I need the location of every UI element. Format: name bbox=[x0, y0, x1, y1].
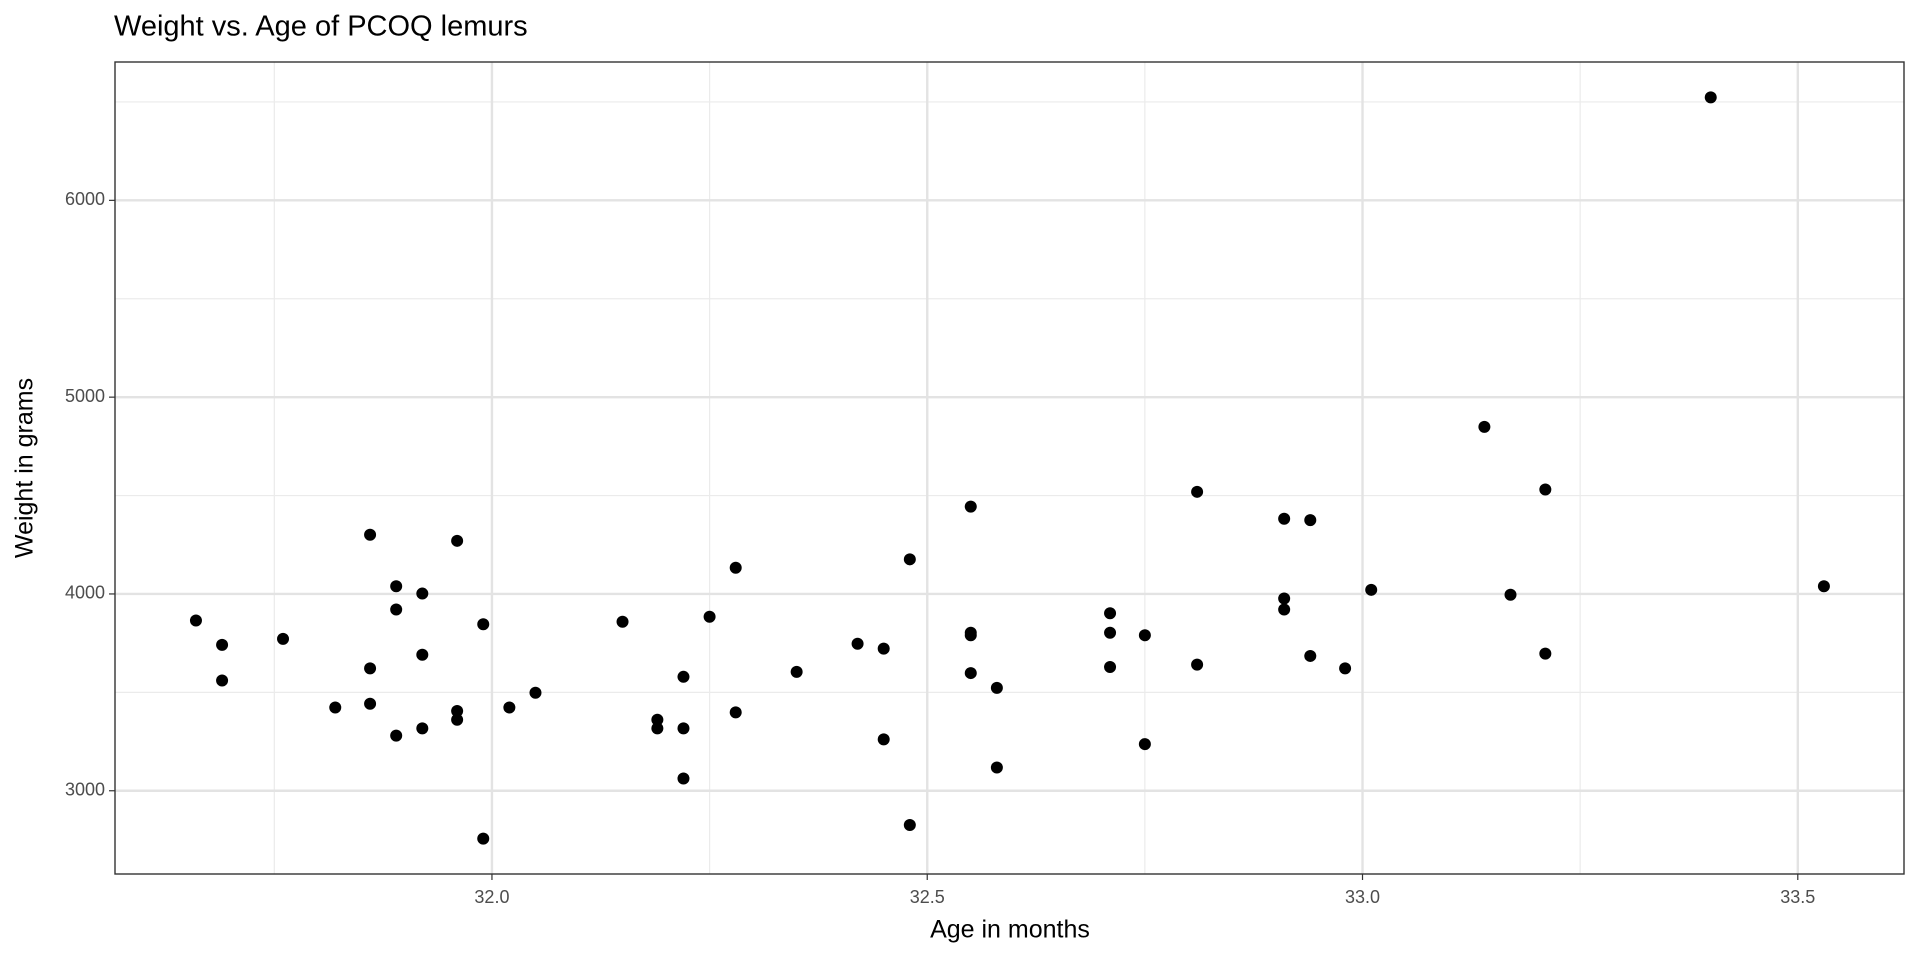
point bbox=[729, 706, 742, 719]
point bbox=[677, 670, 690, 683]
point bbox=[1191, 485, 1204, 498]
x-tick-label: 32.0 bbox=[474, 887, 509, 907]
point bbox=[851, 637, 864, 650]
point bbox=[451, 705, 464, 718]
point bbox=[651, 713, 664, 726]
chart-title: Weight vs. Age of PCOQ lemurs bbox=[114, 11, 528, 43]
point bbox=[1365, 583, 1378, 596]
point bbox=[903, 553, 916, 566]
x-tick-label: 33.0 bbox=[1345, 887, 1380, 907]
point bbox=[964, 500, 977, 513]
y-tick-label: 5000 bbox=[65, 386, 105, 406]
point bbox=[1278, 512, 1291, 525]
point bbox=[529, 686, 542, 699]
point bbox=[1304, 649, 1317, 662]
point bbox=[990, 681, 1003, 694]
point bbox=[990, 761, 1003, 774]
point bbox=[329, 701, 342, 714]
y-axis-title: Weight in grams bbox=[11, 378, 39, 558]
point bbox=[216, 638, 229, 651]
point bbox=[1138, 629, 1151, 642]
point bbox=[390, 580, 403, 593]
point bbox=[1191, 658, 1204, 671]
point bbox=[1278, 592, 1291, 605]
point bbox=[677, 722, 690, 735]
point bbox=[451, 713, 464, 726]
y-tick-label: 4000 bbox=[65, 583, 105, 603]
plot-border bbox=[114, 61, 1905, 875]
point bbox=[277, 632, 290, 645]
point bbox=[1304, 514, 1317, 527]
point bbox=[1478, 420, 1491, 433]
point bbox=[416, 648, 429, 661]
y-tick-label: 6000 bbox=[65, 189, 105, 209]
point bbox=[616, 615, 629, 628]
point bbox=[1104, 626, 1117, 639]
x-tick-label: 33.5 bbox=[1780, 887, 1815, 907]
point bbox=[503, 701, 516, 714]
point bbox=[1104, 660, 1117, 673]
point bbox=[1539, 483, 1552, 496]
point bbox=[964, 629, 977, 642]
point bbox=[790, 665, 803, 678]
point bbox=[877, 642, 890, 655]
point bbox=[703, 610, 716, 623]
point bbox=[964, 667, 977, 680]
point bbox=[729, 561, 742, 574]
point bbox=[1504, 588, 1517, 601]
point bbox=[477, 832, 490, 845]
point bbox=[1339, 662, 1352, 675]
point bbox=[451, 534, 464, 547]
x-tick-label: 32.5 bbox=[910, 887, 945, 907]
point bbox=[1278, 603, 1291, 616]
point bbox=[903, 818, 916, 831]
point bbox=[1138, 738, 1151, 751]
point bbox=[390, 729, 403, 742]
point bbox=[677, 772, 690, 785]
x-axis-title: Age in months bbox=[930, 916, 1090, 944]
point bbox=[390, 603, 403, 616]
point bbox=[1704, 91, 1717, 104]
point bbox=[651, 722, 664, 735]
point bbox=[364, 697, 377, 710]
point bbox=[1104, 607, 1117, 620]
point bbox=[877, 733, 890, 746]
point bbox=[189, 614, 202, 627]
point bbox=[216, 674, 229, 687]
point bbox=[364, 528, 377, 541]
point bbox=[1817, 580, 1830, 593]
point bbox=[364, 662, 377, 675]
point bbox=[416, 722, 429, 735]
point bbox=[1539, 647, 1552, 660]
point bbox=[477, 618, 490, 631]
y-tick-label: 3000 bbox=[65, 780, 105, 800]
point bbox=[416, 587, 429, 600]
